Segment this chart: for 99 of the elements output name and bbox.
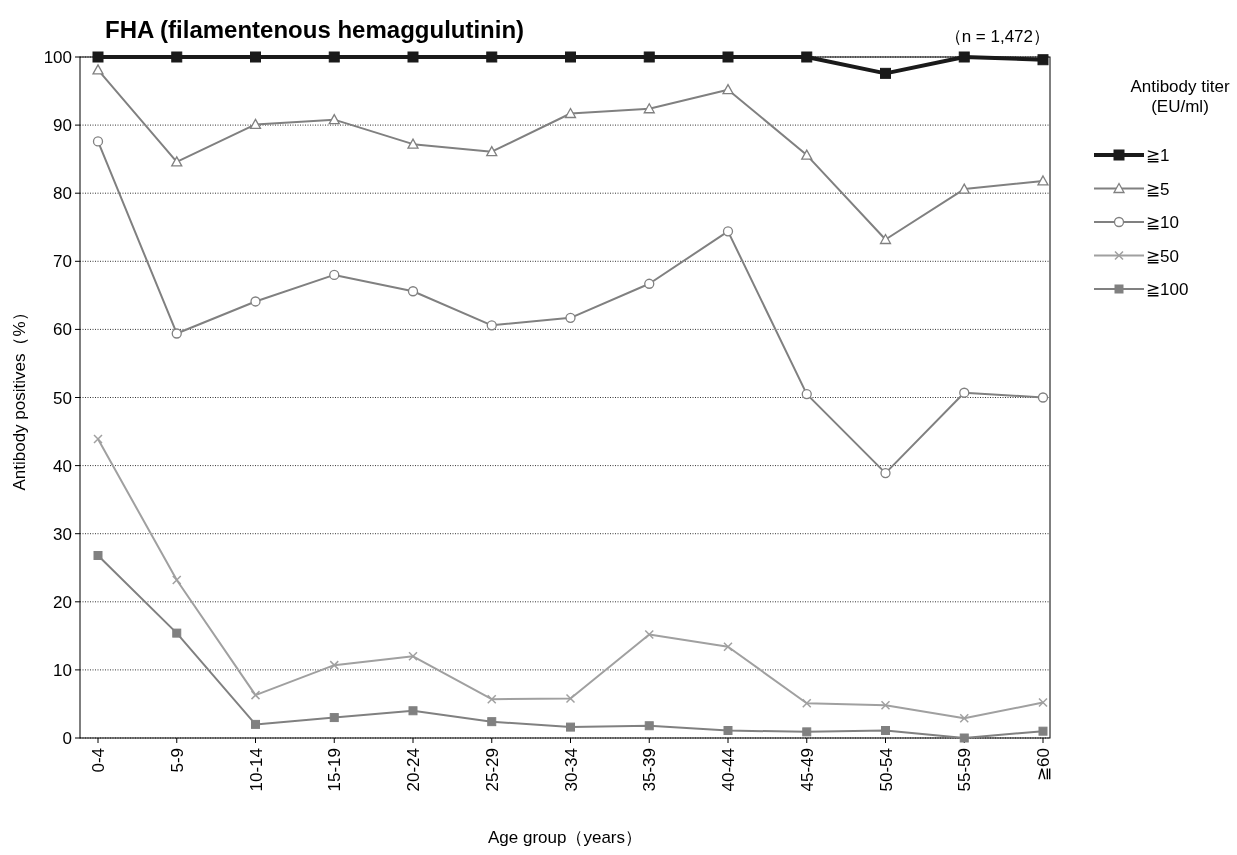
y-tick-label: 20: [53, 592, 72, 612]
point: [250, 690, 261, 700]
x-tick-label: 15-19: [325, 748, 345, 792]
y-tick-label: 0: [62, 729, 72, 748]
point: [722, 84, 734, 95]
point: [93, 434, 103, 444]
y-tick-label: 40: [53, 456, 72, 476]
point: [1038, 726, 1048, 736]
point: [565, 312, 576, 323]
point: [408, 651, 418, 662]
point: [486, 320, 497, 331]
point: [643, 51, 655, 63]
point: [881, 726, 890, 736]
point: [407, 286, 419, 297]
y-tick-label: 10: [53, 660, 72, 680]
x-axis-title: Age group（years）: [487, 828, 643, 847]
point: [251, 719, 260, 729]
point: [92, 51, 104, 63]
y-tick-label: 90: [53, 116, 72, 136]
point: [171, 156, 183, 167]
y-tick-label: 50: [53, 388, 72, 408]
point: [328, 114, 340, 125]
point: [566, 722, 575, 732]
point: [1037, 392, 1049, 403]
point: [958, 51, 970, 63]
point: [250, 296, 261, 307]
legend-label: ≧50: [1146, 246, 1179, 266]
point: [880, 700, 891, 711]
point: [959, 713, 969, 723]
x-tick-label: 50-54: [876, 748, 896, 792]
x-tick-label: 35-39: [640, 748, 660, 792]
point: [958, 183, 970, 194]
point: [801, 388, 812, 400]
x-tick-label: 5-9: [167, 748, 187, 773]
point: [92, 136, 104, 147]
point: [1037, 175, 1049, 186]
point: [487, 717, 497, 727]
point: [644, 721, 654, 731]
y-tick-label: 30: [53, 524, 72, 544]
point: [722, 226, 734, 237]
point: [486, 146, 498, 157]
point: [92, 64, 104, 75]
y-tick-label: 80: [53, 184, 72, 204]
legend-label: ≧1: [1146, 146, 1170, 165]
point: [802, 727, 812, 737]
legend-title: Antibody titer (EU/ml): [1130, 77, 1230, 117]
legend-label: ≧10: [1146, 213, 1179, 232]
y-tick-label: 70: [53, 252, 72, 272]
point: [802, 698, 812, 709]
point: [723, 726, 733, 736]
point: [564, 107, 577, 119]
point: [407, 51, 419, 63]
x-tick-label: 30-34: [561, 748, 581, 792]
point: [329, 660, 339, 670]
x-tick-label: 10-14: [246, 748, 266, 792]
point: [171, 328, 182, 339]
text: （n = 1,472）: [944, 27, 1050, 46]
legend-label: ≧100: [1146, 280, 1189, 299]
point: [329, 713, 339, 723]
y-tick-label: 60: [53, 320, 72, 340]
point: [486, 51, 498, 63]
point: [959, 733, 969, 743]
point: [801, 149, 813, 160]
x-tick-label: 45-49: [797, 748, 817, 792]
point: [644, 629, 654, 640]
y-axis-title: Antibody positives（%）: [10, 304, 29, 491]
legend-label: ≧5: [1146, 179, 1170, 199]
point: [328, 51, 340, 63]
x-tick-label: 0-4: [89, 748, 108, 773]
point: [880, 67, 891, 79]
x-tick-label: ≧60: [1034, 748, 1053, 781]
point: [801, 51, 813, 63]
x-tick-label: 20-24: [404, 748, 423, 792]
point: [722, 51, 734, 63]
y-tick-label: 100: [43, 48, 72, 67]
x-tick-label: 40-44: [719, 748, 738, 792]
point: [880, 467, 891, 479]
point: [172, 575, 182, 585]
point: [172, 628, 182, 638]
chart-title: FHA (filamentenous hemaggulutinin): [105, 16, 525, 43]
point: [249, 118, 262, 130]
point: [1038, 697, 1048, 708]
point: [407, 138, 419, 149]
point: [329, 269, 340, 281]
x-tick-label: 55-59: [955, 748, 975, 792]
point: [408, 706, 418, 716]
point: [644, 278, 655, 289]
x-tick-label: 25-29: [482, 748, 502, 792]
point: [93, 550, 103, 560]
point: [879, 233, 892, 245]
point: [487, 694, 497, 704]
point: [250, 51, 261, 63]
point: [1037, 54, 1049, 66]
point: [959, 387, 970, 398]
point: [643, 103, 655, 114]
point: [723, 642, 733, 652]
point: [171, 51, 183, 63]
point: [565, 693, 576, 704]
point: [565, 51, 576, 63]
